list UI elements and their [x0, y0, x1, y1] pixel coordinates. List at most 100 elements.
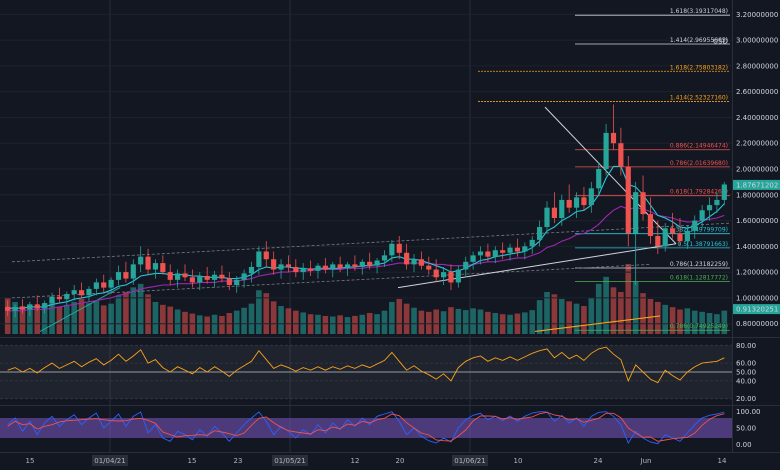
- candle-body[interactable]: [588, 188, 594, 206]
- candle-body[interactable]: [537, 227, 543, 240]
- candle-body[interactable]: [374, 260, 380, 266]
- candle-body[interactable]: [27, 304, 33, 310]
- candle-body[interactable]: [241, 273, 247, 280]
- candle-body[interactable]: [64, 294, 70, 300]
- candle-body[interactable]: [115, 272, 122, 280]
- candle-body[interactable]: [86, 288, 92, 296]
- candle-body[interactable]: [433, 269, 439, 278]
- candle-body[interactable]: [189, 277, 195, 283]
- candle-body[interactable]: [610, 132, 617, 144]
- candle-body[interactable]: [211, 274, 218, 280]
- candle-body[interactable]: [389, 243, 395, 256]
- candle-body[interactable]: [507, 247, 513, 253]
- candle-body[interactable]: [544, 207, 550, 228]
- candle-body[interactable]: [49, 296, 55, 304]
- candle-body[interactable]: [640, 192, 646, 215]
- candle-body[interactable]: [123, 272, 129, 279]
- candle-body[interactable]: [330, 264, 336, 270]
- candle-body[interactable]: [559, 199, 565, 218]
- candle-body[interactable]: [278, 264, 284, 270]
- candle-body[interactable]: [411, 259, 417, 265]
- candle-body[interactable]: [12, 306, 18, 311]
- candle-body[interactable]: [396, 243, 402, 253]
- candle-body[interactable]: [219, 274, 225, 279]
- candle-body[interactable]: [529, 239, 535, 247]
- candle-body[interactable]: [308, 268, 314, 271]
- candle-body[interactable]: [204, 275, 210, 280]
- candle-body[interactable]: [381, 255, 388, 261]
- candle-body[interactable]: [78, 290, 85, 296]
- candle-body[interactable]: [300, 268, 306, 273]
- candle-body[interactable]: [285, 264, 292, 267]
- candle-body[interactable]: [684, 230, 690, 242]
- candle-body[interactable]: [34, 304, 40, 309]
- candle-body[interactable]: [492, 250, 498, 257]
- candle-body[interactable]: [677, 233, 683, 242]
- candle-body[interactable]: [271, 259, 277, 270]
- candle-body[interactable]: [670, 228, 676, 234]
- candle-body[interactable]: [322, 265, 328, 270]
- candle-body[interactable]: [367, 261, 373, 266]
- candle-body[interactable]: [573, 197, 580, 208]
- candle-body[interactable]: [514, 247, 521, 252]
- candle-body[interactable]: [581, 197, 587, 206]
- candle-body[interactable]: [470, 255, 476, 262]
- candle-body[interactable]: [477, 251, 484, 256]
- last-price-tag: [733, 179, 780, 190]
- candle-body[interactable]: [234, 279, 240, 286]
- candle-body[interactable]: [256, 251, 262, 267]
- candle-body[interactable]: [455, 269, 461, 283]
- candle-body[interactable]: [699, 210, 705, 221]
- candle-body[interactable]: [42, 303, 48, 309]
- candle-body[interactable]: [500, 250, 506, 253]
- candle-body[interactable]: [352, 264, 358, 267]
- candle-body[interactable]: [248, 266, 255, 274]
- candle-body[interactable]: [721, 184, 727, 200]
- candle-body[interactable]: [566, 199, 572, 208]
- candle-body[interactable]: [418, 259, 424, 266]
- candle-body[interactable]: [160, 263, 166, 273]
- candle-body[interactable]: [440, 272, 447, 278]
- candle-body[interactable]: [463, 261, 469, 270]
- candle-body[interactable]: [596, 169, 602, 189]
- candle-body[interactable]: [197, 275, 203, 283]
- candle-body[interactable]: [19, 306, 26, 310]
- candle-body[interactable]: [625, 166, 631, 234]
- candle-body[interactable]: [182, 273, 188, 278]
- candle-body[interactable]: [714, 199, 720, 206]
- candle-body[interactable]: [551, 207, 557, 218]
- candle-body[interactable]: [647, 214, 654, 237]
- candle-body[interactable]: [315, 265, 321, 271]
- candle-body[interactable]: [344, 264, 351, 269]
- candle-body[interactable]: [152, 263, 159, 270]
- candle-body[interactable]: [706, 205, 713, 211]
- candle-body[interactable]: [56, 296, 62, 300]
- candle-body[interactable]: [448, 272, 454, 283]
- candle-body[interactable]: [130, 264, 136, 279]
- candle-body[interactable]: [655, 236, 661, 247]
- candle-body[interactable]: [337, 264, 343, 269]
- candle-body[interactable]: [603, 132, 609, 169]
- candle-body[interactable]: [71, 290, 77, 295]
- candle-body[interactable]: [426, 265, 432, 270]
- candle-body[interactable]: [662, 228, 668, 247]
- candle-body[interactable]: [138, 256, 144, 265]
- candle-body[interactable]: [692, 220, 698, 231]
- candle-body[interactable]: [359, 261, 365, 267]
- candle-body[interactable]: [618, 143, 624, 167]
- candle-body[interactable]: [145, 256, 151, 270]
- candle-body[interactable]: [93, 282, 99, 289]
- candle-body[interactable]: [226, 278, 232, 286]
- candle-body[interactable]: [522, 246, 528, 252]
- candle-body[interactable]: [633, 192, 639, 234]
- candle-body[interactable]: [404, 252, 410, 265]
- candle-body[interactable]: [293, 266, 299, 273]
- candle-body[interactable]: [263, 251, 269, 260]
- candle-body[interactable]: [101, 282, 107, 288]
- candle-body[interactable]: [5, 306, 11, 311]
- candle-body[interactable]: [485, 251, 491, 257]
- candle-body[interactable]: [175, 273, 181, 280]
- candle-body[interactable]: [108, 279, 114, 288]
- candle-body[interactable]: [167, 272, 173, 280]
